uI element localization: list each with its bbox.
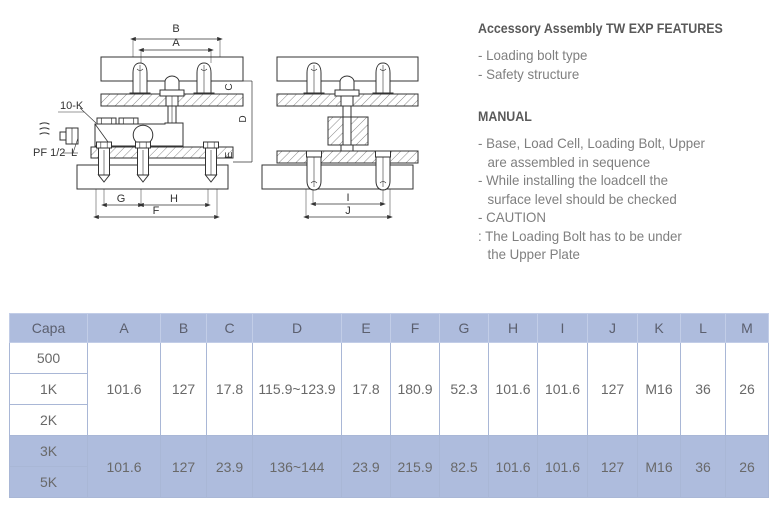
svg-text:G: G bbox=[117, 193, 126, 205]
svg-text:J: J bbox=[345, 205, 351, 217]
svg-text:I: I bbox=[346, 192, 349, 204]
svg-text:E: E bbox=[224, 151, 235, 158]
svg-text:C: C bbox=[224, 83, 235, 90]
svg-text:10-K: 10-K bbox=[60, 100, 84, 112]
svg-text:F: F bbox=[153, 205, 160, 217]
svg-text:D: D bbox=[238, 115, 249, 122]
svg-text:H: H bbox=[170, 193, 178, 205]
svg-text:PF 1/2: PF 1/2 bbox=[33, 147, 65, 159]
svg-text:A: A bbox=[172, 37, 180, 49]
svg-text:B: B bbox=[172, 23, 179, 35]
